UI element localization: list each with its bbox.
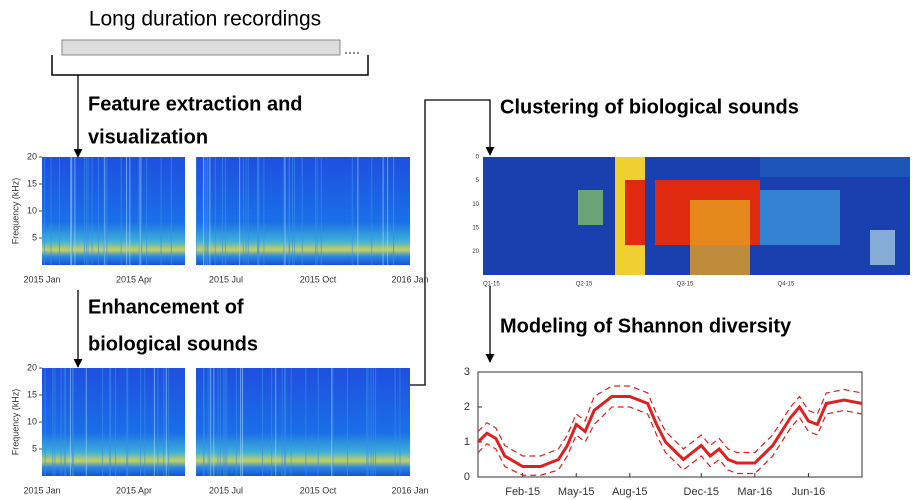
y-tick-label: 15 <box>27 389 37 399</box>
x-tick-label: 2015 Jul <box>209 485 243 495</box>
x-tick-label: Aug-15 <box>612 486 647 498</box>
x-tick-label: 2015 Jan <box>23 274 60 284</box>
recording-gap <box>185 157 196 265</box>
spectrogram-image <box>42 368 410 476</box>
x-tick-label: Q3-15 <box>677 282 694 288</box>
x-tick-label: 2015 Oct <box>300 485 337 495</box>
x-tick-label: May-15 <box>558 486 595 498</box>
y-tick-label: 20 <box>472 249 479 255</box>
y-tick-label: 5 <box>476 178 480 184</box>
step-label: visualization <box>88 126 208 148</box>
y-tick-label: 10 <box>27 416 37 426</box>
y-tick-label: 20 <box>27 362 37 372</box>
y-tick-label: 5 <box>32 232 37 242</box>
confidence-line <box>477 406 863 476</box>
y-tick-label: 2 <box>464 401 470 413</box>
x-tick-label: Jun-16 <box>792 486 826 498</box>
y-axis-label: Frequency (kHz) <box>10 178 20 245</box>
x-tick-label: 2015 Apr <box>116 485 152 495</box>
x-tick-label: 2015 Oct <box>300 274 337 284</box>
step-label: Clustering of biological sounds <box>500 96 799 118</box>
bracket <box>51 55 369 76</box>
x-tick-label: Dec-15 <box>684 486 719 498</box>
x-tick-label: 2015 Jul <box>209 274 243 284</box>
x-tick-label: 2015 Jan <box>23 485 60 495</box>
recording-bar <box>61 39 359 56</box>
y-tick-label: 3 <box>464 366 470 378</box>
step-label: biological sounds <box>88 333 258 355</box>
y-tick-label: 1 <box>464 436 470 448</box>
x-tick-label: Q4-15 <box>778 282 795 288</box>
y-tick-label: 10 <box>27 205 37 215</box>
y-tick-label: 20 <box>27 151 37 161</box>
step-label: Feature extraction and <box>88 93 303 115</box>
y-tick-label: 15 <box>472 225 479 231</box>
recordings-title: Long duration recordings <box>89 8 321 31</box>
x-tick-label: Mar-16 <box>737 486 772 498</box>
y-tick-label: 0 <box>464 471 470 483</box>
x-tick-label: Q1-15 <box>483 282 500 288</box>
y-axis-label: Frequency (kHz) <box>10 389 20 456</box>
recording-gap <box>185 368 196 476</box>
x-tick-label: Feb-15 <box>505 486 540 498</box>
connector <box>410 99 495 386</box>
x-tick-label: 2015 Apr <box>116 274 152 284</box>
cluster-image <box>483 157 910 275</box>
x-tick-label: 2016 Jan <box>391 274 428 284</box>
y-tick-label: 0 <box>476 155 480 161</box>
confidence-line <box>477 385 863 457</box>
step-label: Enhancement of <box>88 296 244 318</box>
diversity-line <box>476 395 863 468</box>
x-tick-label: Q2-15 <box>576 282 593 288</box>
plot-frame <box>477 371 863 478</box>
spectrogram-image <box>42 157 410 265</box>
x-tick-label: 2016 Jan <box>391 485 428 495</box>
step-label: Modeling of Shannon diversity <box>500 315 792 337</box>
y-tick-label: 5 <box>32 443 37 453</box>
y-tick-label: 10 <box>472 202 479 208</box>
y-tick-label: 15 <box>27 178 37 188</box>
